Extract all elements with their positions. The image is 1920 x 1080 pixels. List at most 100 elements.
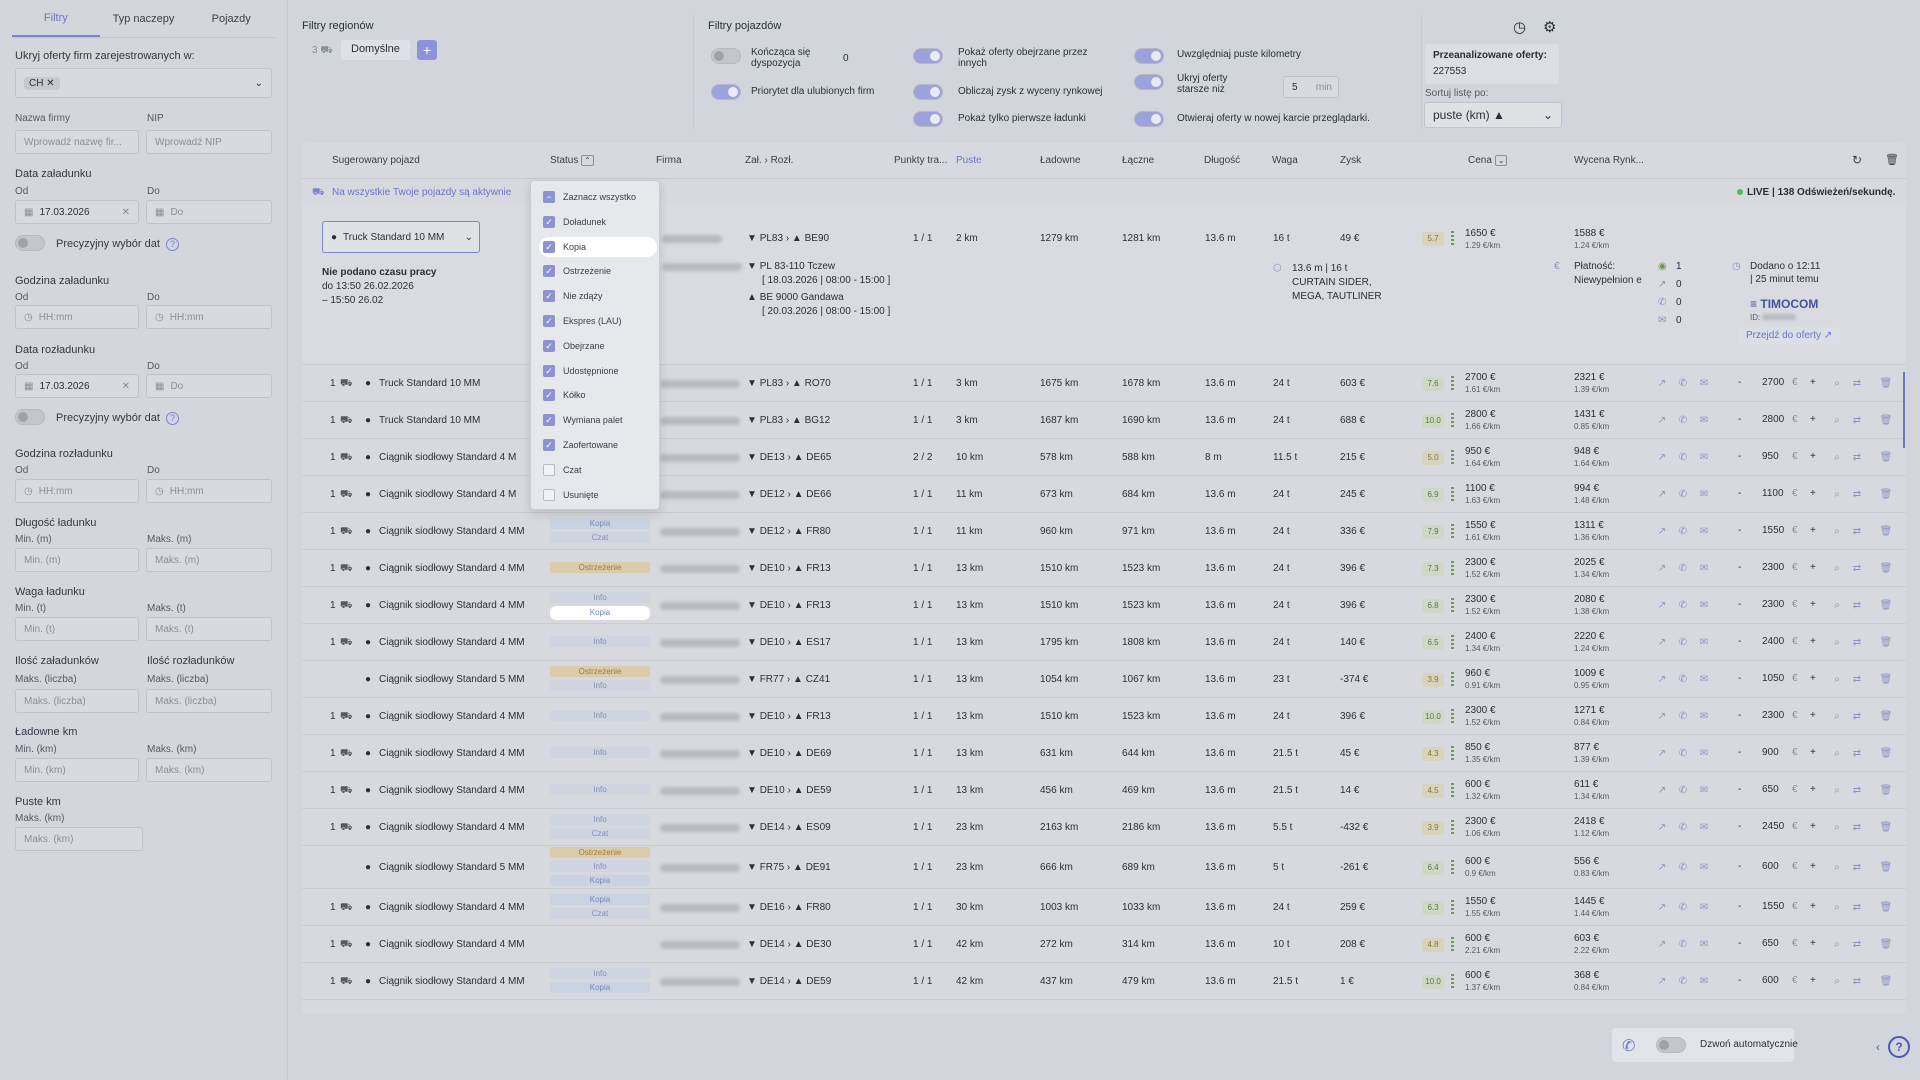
decrease-button[interactable]: - <box>1738 599 1742 610</box>
stepper-value[interactable]: 1050 <box>1762 673 1785 684</box>
col-points[interactable]: Punkty tra... <box>894 155 948 166</box>
decrease-button[interactable]: - <box>1738 414 1742 425</box>
compare-icon[interactable]: ⇄ <box>1852 600 1862 611</box>
checkbox-icon[interactable]: ✓ <box>543 389 555 402</box>
trash-icon[interactable]: 🗑 <box>1879 822 1893 833</box>
search-icon[interactable]: ⌕ <box>1834 822 1840 833</box>
search-icon[interactable]: ⌕ <box>1834 637 1840 648</box>
f1-value[interactable]: 0 <box>843 53 849 64</box>
laden-km-min-input[interactable]: Min. (km) <box>15 758 139 782</box>
price-stepper[interactable]: - 1050 € + <box>1734 670 1820 690</box>
refresh-icon[interactable]: ↻ <box>1852 153 1863 167</box>
search-icon[interactable]: ⌕ <box>1834 976 1840 987</box>
col-price[interactable]: Cena ⌄ <box>1468 155 1508 166</box>
mail-icon[interactable]: ✉ <box>1699 452 1709 463</box>
share-icon[interactable]: ↗ <box>1657 902 1667 913</box>
share-icon[interactable]: ↗ <box>1657 785 1667 796</box>
search-icon[interactable]: ⌕ <box>1834 748 1840 759</box>
search-icon[interactable]: ⌕ <box>1834 862 1840 873</box>
increase-button[interactable]: + <box>1810 710 1816 721</box>
load-date-from-input[interactable]: ▦ 17.03.2026 ✕ <box>15 200 139 224</box>
compare-icon[interactable]: ⇄ <box>1852 526 1862 537</box>
stepper-value[interactable]: 950 <box>1762 451 1779 462</box>
mail-icon[interactable]: ✉ <box>1699 785 1709 796</box>
region-default-chip[interactable]: Domyślne <box>341 40 410 60</box>
stepper-value[interactable]: 2800 <box>1762 414 1785 425</box>
trash-icon[interactable]: 🗑 <box>1879 711 1893 722</box>
share-icon[interactable]: ↗ <box>1657 976 1667 987</box>
price-stepper[interactable]: - 2300 € + <box>1734 596 1820 616</box>
stepper-value[interactable]: 1550 <box>1762 525 1785 536</box>
table-row[interactable]: 1 ⛟ ● Ciągnik siodłowy Standard 4 MM ▼ DE10 … <box>302 624 1906 661</box>
trash-icon[interactable]: 🗑 <box>1879 785 1893 796</box>
decrease-button[interactable]: - <box>1738 562 1742 573</box>
mail-icon[interactable]: ✉ <box>1699 976 1709 987</box>
checkbox-icon[interactable]: ✓ <box>543 414 555 427</box>
mail-icon[interactable]: ✉ <box>1699 563 1709 574</box>
unload-date-from-input[interactable]: ▦ 17.03.2026 ✕ <box>15 374 139 398</box>
trash-icon[interactable]: 🗑 <box>1879 748 1893 759</box>
unload-time-from-input[interactable]: ◷ HH:mm <box>15 479 139 503</box>
stepper-value[interactable]: 900 <box>1762 747 1779 758</box>
checkbox-icon[interactable]: ✓ <box>543 290 555 303</box>
share-icon[interactable]: ↗ <box>1657 600 1667 611</box>
price-stepper[interactable]: - 950 € + <box>1734 448 1820 468</box>
f7-minutes-input[interactable]: 5 min <box>1283 76 1339 98</box>
trash-icon[interactable]: 🗑 <box>1879 976 1893 987</box>
status-option[interactable]: − Zaznacz wszystko <box>543 189 636 205</box>
share-icon[interactable]: ↗ <box>1657 415 1667 426</box>
price-stepper[interactable]: - 2300 € + <box>1734 559 1820 579</box>
status-option[interactable]: Usunięte <box>543 487 599 503</box>
table-row[interactable]: 1 ⛟ ● Ciągnik siodłowy Standard 4 MM ▼ DE12 … <box>302 513 1906 550</box>
share-icon[interactable]: ↗ <box>1657 862 1667 873</box>
price-stepper[interactable]: - 600 € + <box>1734 858 1820 878</box>
col-profit[interactable]: Zysk <box>1340 155 1362 166</box>
search-icon[interactable]: ⌕ <box>1834 785 1840 796</box>
increase-button[interactable]: + <box>1810 673 1816 684</box>
status-option[interactable]: ✓ Kółko <box>543 387 586 403</box>
decrease-button[interactable]: - <box>1738 747 1742 758</box>
decrease-button[interactable]: - <box>1738 636 1742 647</box>
search-icon[interactable]: ⌕ <box>1834 600 1840 611</box>
f1-toggle[interactable] <box>711 48 741 64</box>
help-icon[interactable]: ? <box>166 238 180 251</box>
checkbox-icon[interactable]: ✓ <box>543 240 555 253</box>
compare-icon[interactable]: ⇄ <box>1852 563 1862 574</box>
mail-icon[interactable]: ✉ <box>1699 674 1709 685</box>
mail-icon[interactable]: ✉ <box>1699 711 1709 722</box>
weight-max-input[interactable]: Maks. (t) <box>146 617 272 641</box>
stepper-value[interactable]: 2300 <box>1762 710 1785 721</box>
search-icon[interactable]: ⌕ <box>1834 378 1840 389</box>
phone-icon[interactable]: ✆ <box>1678 489 1688 500</box>
trash-icon[interactable]: 🗑 <box>1879 378 1893 389</box>
decrease-button[interactable]: - <box>1738 525 1742 536</box>
length-max-input[interactable]: Maks. (m) <box>146 548 272 572</box>
share-icon[interactable]: ↗ <box>1657 822 1667 833</box>
length-min-input[interactable]: Min. (m) <box>15 548 139 572</box>
search-icon[interactable]: ⌕ <box>1834 526 1840 537</box>
precise-date-toggle[interactable] <box>15 409 45 425</box>
price-stepper[interactable]: - 600 € + <box>1734 972 1820 992</box>
phone-icon[interactable]: ✆ <box>1678 862 1688 873</box>
compare-icon[interactable]: ⇄ <box>1852 748 1862 759</box>
f3-toggle[interactable] <box>913 48 943 64</box>
share-icon[interactable]: ↗ <box>1657 489 1667 500</box>
table-row[interactable]: 1 ⛟ ● Ciągnik siodłowy Standard 4 MM ▼ DE10 … <box>302 550 1906 587</box>
chevron-down-icon[interactable]: ⌄ <box>254 77 263 89</box>
scrollbar[interactable] <box>1903 372 1905 448</box>
phone-icon[interactable]: ✆ <box>1678 822 1688 833</box>
stepper-value[interactable]: 650 <box>1762 784 1779 795</box>
f4-toggle[interactable] <box>913 84 943 100</box>
hide-firms-select[interactable]: CH ✕ ⌄ <box>15 68 272 98</box>
price-stepper[interactable]: - 1550 € + <box>1734 522 1820 542</box>
status-option[interactable]: ✓ Kopia <box>543 239 586 255</box>
price-stepper[interactable]: - 2450 € + <box>1734 818 1820 838</box>
checkbox-icon[interactable]: − <box>543 191 555 203</box>
price-stepper[interactable]: - 2300 € + <box>1734 707 1820 727</box>
stepper-value[interactable]: 2700 <box>1762 377 1785 388</box>
help-chat-icon[interactable]: ? <box>1888 1036 1910 1058</box>
price-stepper[interactable]: - 650 € + <box>1734 935 1820 955</box>
phone-icon[interactable]: ✆ <box>1678 785 1688 796</box>
compare-icon[interactable]: ⇄ <box>1852 862 1862 873</box>
mail-icon[interactable]: ✉ <box>1699 378 1709 389</box>
